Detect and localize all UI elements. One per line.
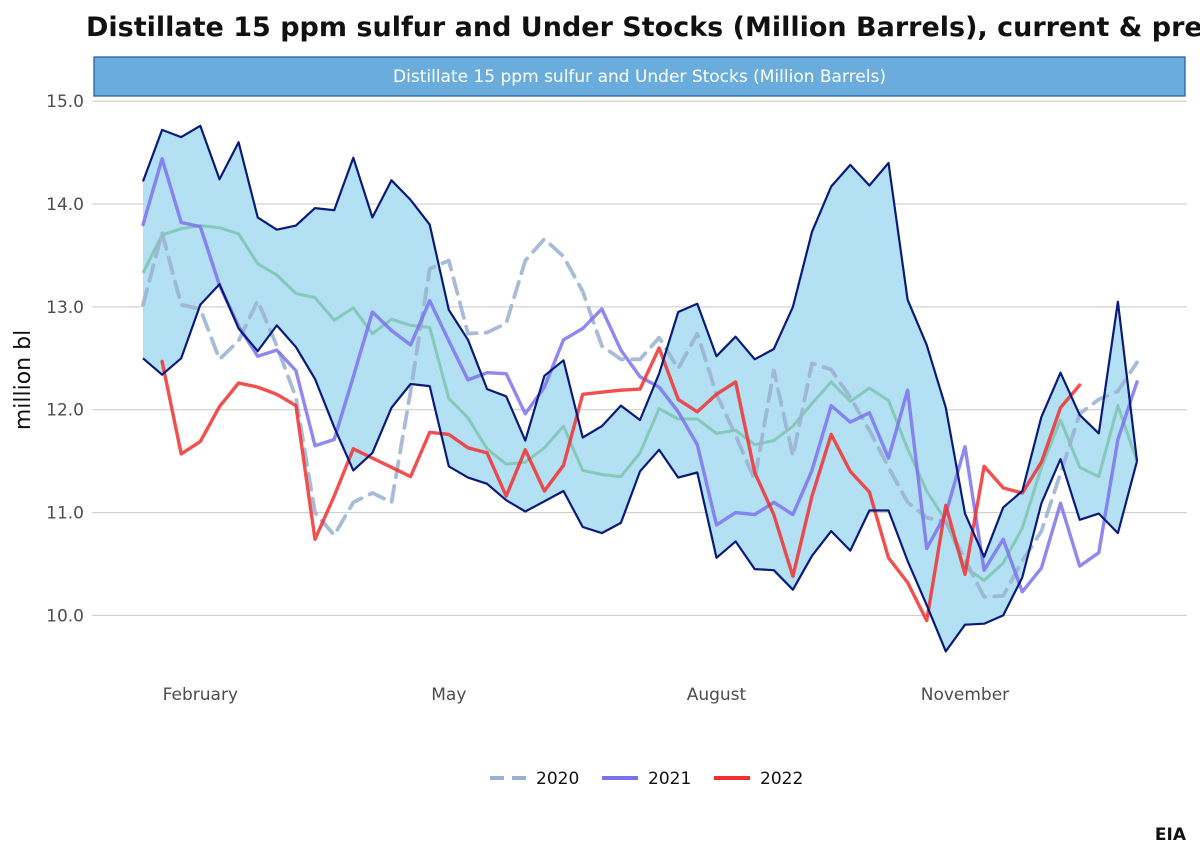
y-tick-label: 14.0 [46,195,84,215]
facet-strip-label: Distillate 15 ppm sulfur and Under Stock… [393,67,886,87]
x-tick-label: August [687,685,747,705]
band-area [143,125,1137,652]
caption-source: EIA [1155,825,1187,845]
y-tick-label: 12.0 [46,401,84,421]
band-max-line [141,124,1139,558]
x-tick-label: May [431,685,466,705]
facet-strip [93,56,1186,97]
y-tick-label: 10.0 [46,606,84,626]
y-tick-label: 11.0 [46,504,84,524]
chart-title: Distillate 15 ppm sulfur and Under Stock… [86,12,1200,43]
series-lines [141,124,1139,653]
y-axis-label: million bl [11,330,36,430]
band-min-line [142,283,1139,653]
y-tick-label: 15.0 [46,92,84,112]
series-line-2021 [141,157,1139,594]
series-line-2022 [160,346,1082,623]
y-axis-ticks: 10.0 11.0 12.0 13.0 14.0 15.0 [46,92,84,626]
x-tick-label: November [921,685,1009,705]
y-tick-label: 13.0 [46,298,84,318]
series-line-2020 [141,230,1139,599]
range-band [143,125,1137,652]
x-tick-label: February [163,685,238,705]
legend: 2020 2021 2022 [490,769,803,789]
legend-label: 2022 [760,769,803,789]
x-axis-ticks: February May August November [163,685,1010,705]
legend-label: 2020 [536,769,579,789]
legend-label: 2021 [648,769,691,789]
